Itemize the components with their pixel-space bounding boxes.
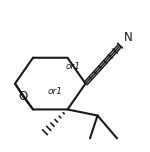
Text: or1: or1 (48, 87, 63, 96)
Text: N: N (124, 31, 133, 44)
Text: O: O (19, 90, 28, 103)
Text: or1: or1 (66, 62, 81, 71)
